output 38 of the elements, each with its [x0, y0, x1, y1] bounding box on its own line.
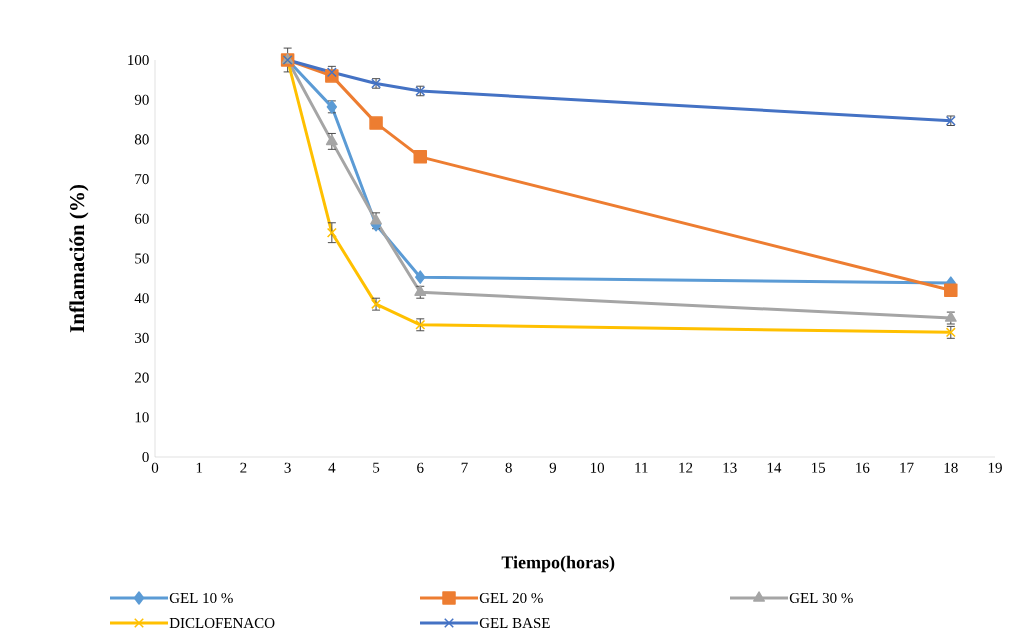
x-tick-label: 18 — [944, 462, 958, 473]
y-tick-label: 60 — [134, 213, 149, 224]
legend-label: GEL BASE — [479, 617, 550, 629]
y-tick-label: 20 — [134, 372, 149, 383]
x-tick-label: 17 — [900, 462, 914, 473]
legend-label: GEL 20 % — [479, 592, 543, 604]
x-tick-label: 5 — [373, 462, 380, 473]
y-tick-label: 10 — [135, 412, 149, 423]
x-axis-title: Tiempo(horas) — [501, 555, 615, 573]
x-tick-label: 12 — [679, 462, 693, 473]
x-tick-label: 13 — [723, 462, 737, 473]
x-tick-label: 3 — [284, 462, 291, 473]
x-tick-label: 8 — [505, 462, 512, 473]
x-tick-label: 9 — [549, 462, 557, 473]
legend-label: GEL 30 % — [789, 592, 853, 604]
y-tick-label: 80 — [134, 134, 149, 145]
x-tick-label: 10 — [590, 462, 605, 473]
y-tick-label: 100 — [128, 54, 149, 66]
y-tick-label: 70 — [135, 174, 149, 185]
x-tick-label: 0 — [151, 462, 159, 473]
x-tick-label: 14 — [767, 462, 782, 473]
x-tick-label: 11 — [635, 462, 648, 473]
x-tick-label: 19 — [988, 462, 1002, 473]
x-tick-label: 1 — [196, 462, 203, 473]
x-tick-label: 4 — [328, 462, 336, 473]
x-tick-label: 15 — [811, 462, 826, 473]
legend-label: GEL 10 % — [169, 592, 233, 604]
y-tick-label: 30 — [135, 332, 149, 343]
x-tick-label: 16 — [856, 462, 870, 473]
x-tick-label: 6 — [417, 462, 424, 473]
x-tick-label: 7 — [461, 462, 468, 473]
y-tick-label: 50 — [135, 253, 149, 264]
y-tick-label: 90 — [134, 94, 149, 105]
legend-label: DICLOFENACO — [169, 617, 275, 629]
y-tick-label: 40 — [134, 293, 149, 304]
y-axis-title: Inflamación (%) — [69, 185, 89, 333]
x-tick-label: 2 — [240, 462, 247, 473]
y-tick-label: 0 — [142, 451, 149, 463]
